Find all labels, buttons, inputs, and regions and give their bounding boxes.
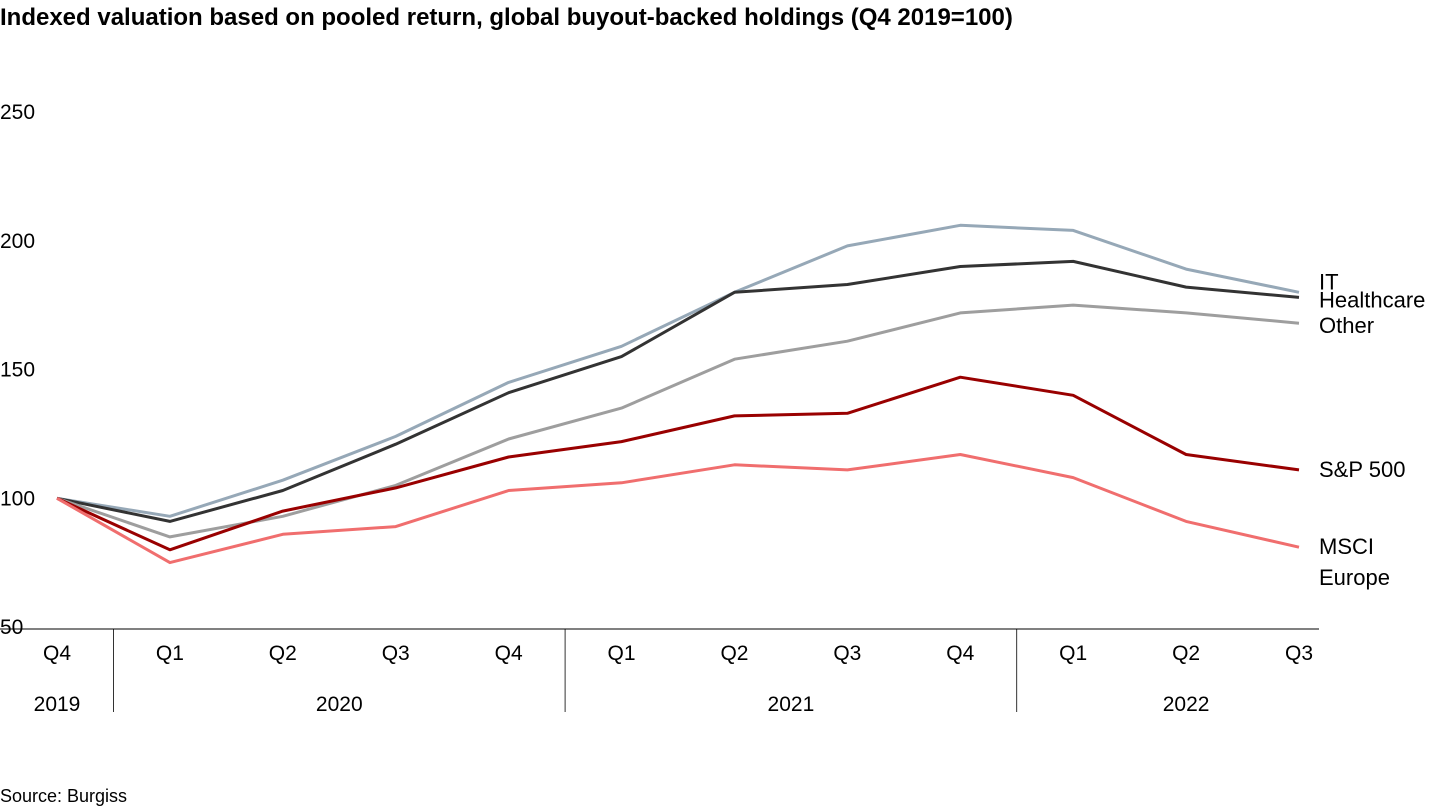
x-axis-ticks: Q4 Q1 Q2 Q3 Q4 Q1 Q2 Q3 Q4 Q1 Q2 Q3 <box>43 642 1313 665</box>
source-note: Source: Burgiss <box>0 786 128 806</box>
x-tick-label: Q1 <box>1059 642 1087 665</box>
x-tick-label: Q1 <box>608 642 636 665</box>
series-label-it: IT <box>1319 269 1339 294</box>
x-tick-label: Q4 <box>946 642 974 665</box>
y-tick-label: 200 <box>0 230 35 253</box>
x-tick-label: Q4 <box>495 642 523 665</box>
x-tick-label: Q2 <box>1172 642 1200 665</box>
series-label-s-p-500: S&P 500 <box>1319 457 1405 482</box>
x-tick-label: Q3 <box>382 642 410 665</box>
series-line-it <box>56 223 1300 518</box>
y-tick-label: 250 <box>0 101 35 124</box>
series-line-s-p-500 <box>56 375 1300 552</box>
series-line-other <box>56 303 1300 539</box>
x-tick-label: Q4 <box>43 642 71 665</box>
series-lines <box>56 223 1300 565</box>
series-label-msci-europe: MSCI Europe <box>1319 534 1390 590</box>
year-dividers <box>113 629 1018 712</box>
x-tick-label: Q3 <box>833 642 861 665</box>
y-tick-label: 100 <box>0 487 35 510</box>
x-group-label: 2020 <box>316 693 363 716</box>
x-tick-label: Q2 <box>269 642 297 665</box>
y-axis-ticks: 50 100 150 200 250 <box>0 101 35 639</box>
x-group-label: 2019 <box>34 693 81 716</box>
x-group-label: 2021 <box>768 693 815 716</box>
y-tick-label: 50 <box>0 616 23 639</box>
chart-title: Indexed valuation based on pooled return… <box>0 4 1013 31</box>
x-group-label: 2022 <box>1163 693 1210 716</box>
series-line-msci-europe <box>56 453 1300 565</box>
x-tick-label: Q3 <box>1285 642 1313 665</box>
series-label-other: Other <box>1319 313 1374 338</box>
x-tick-label: Q1 <box>156 642 184 665</box>
series-line-healthcare <box>56 259 1300 523</box>
y-tick-label: 150 <box>0 359 35 382</box>
x-tick-label: Q2 <box>720 642 748 665</box>
series-label-healthcare: Healthcare <box>1319 287 1425 312</box>
x-axis-year-labels: 2019 2020 2021 2022 <box>34 693 1210 716</box>
